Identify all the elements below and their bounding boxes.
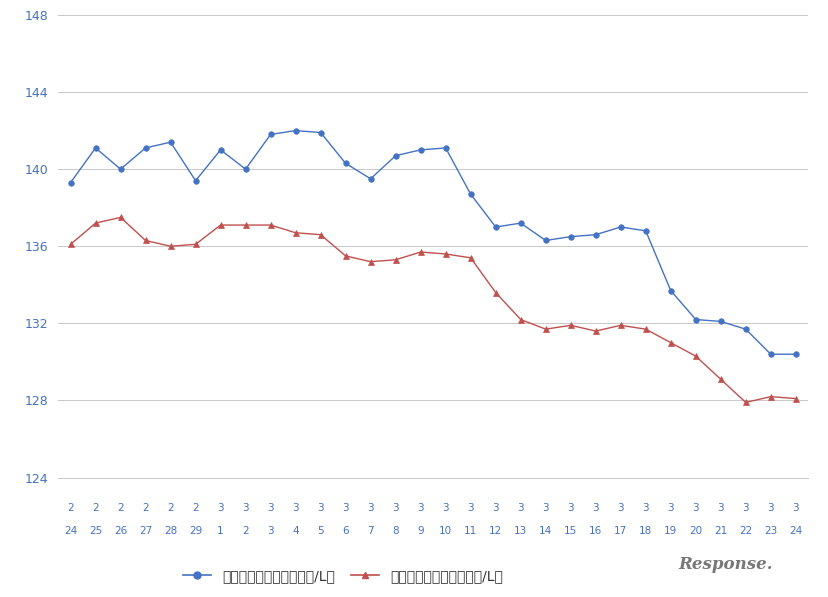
Text: 2: 2 <box>192 503 199 513</box>
Text: 20: 20 <box>688 526 701 536</box>
Text: 3: 3 <box>242 503 248 513</box>
Text: 3: 3 <box>691 503 698 513</box>
Text: 5: 5 <box>317 526 324 536</box>
Text: 24: 24 <box>788 526 802 536</box>
Text: 15: 15 <box>563 526 576 536</box>
Text: 2: 2 <box>67 503 74 513</box>
Text: 4: 4 <box>292 526 299 536</box>
Text: 3: 3 <box>592 503 599 513</box>
Text: 2: 2 <box>117 503 123 513</box>
Text: 3: 3 <box>542 503 548 513</box>
Text: 17: 17 <box>614 526 627 536</box>
Text: Response.: Response. <box>677 556 772 573</box>
Text: 3: 3 <box>392 503 398 513</box>
Text: 19: 19 <box>663 526 676 536</box>
Text: 2: 2 <box>142 503 149 513</box>
Text: 3: 3 <box>217 503 224 513</box>
Text: 3: 3 <box>467 503 474 513</box>
Text: 3: 3 <box>792 503 798 513</box>
Text: 3: 3 <box>292 503 299 513</box>
Text: 29: 29 <box>189 526 202 536</box>
Text: 14: 14 <box>538 526 551 536</box>
Text: 28: 28 <box>164 526 177 536</box>
Text: 11: 11 <box>464 526 477 536</box>
Text: 3: 3 <box>667 503 673 513</box>
Text: 21: 21 <box>713 526 726 536</box>
Text: 13: 13 <box>513 526 527 536</box>
Text: 3: 3 <box>442 503 449 513</box>
Text: 3: 3 <box>267 526 273 536</box>
Text: 23: 23 <box>763 526 777 536</box>
Text: 3: 3 <box>367 503 373 513</box>
Text: 25: 25 <box>89 526 102 536</box>
Text: 26: 26 <box>113 526 127 536</box>
Text: 2: 2 <box>242 526 248 536</box>
Text: 8: 8 <box>392 526 398 536</box>
Text: 27: 27 <box>139 526 152 536</box>
Text: 3: 3 <box>317 503 324 513</box>
Text: 3: 3 <box>716 503 723 513</box>
Text: 6: 6 <box>342 526 349 536</box>
Text: 2: 2 <box>92 503 99 513</box>
Legend: レギュラー看板価格（円/L）, レギュラー実売価格（円/L）: レギュラー看板価格（円/L）, レギュラー実売価格（円/L） <box>177 563 508 588</box>
Text: 12: 12 <box>489 526 502 536</box>
Text: 16: 16 <box>589 526 602 536</box>
Text: 3: 3 <box>742 503 749 513</box>
Text: 9: 9 <box>416 526 423 536</box>
Text: 3: 3 <box>517 503 523 513</box>
Text: 24: 24 <box>64 526 77 536</box>
Text: 3: 3 <box>767 503 773 513</box>
Text: 10: 10 <box>439 526 451 536</box>
Text: 2: 2 <box>167 503 174 513</box>
Text: 1: 1 <box>217 526 224 536</box>
Text: 3: 3 <box>492 503 498 513</box>
Text: 3: 3 <box>566 503 573 513</box>
Text: 7: 7 <box>367 526 373 536</box>
Text: 3: 3 <box>416 503 423 513</box>
Text: 3: 3 <box>617 503 623 513</box>
Text: 22: 22 <box>739 526 752 536</box>
Text: 3: 3 <box>267 503 273 513</box>
Text: 18: 18 <box>638 526 652 536</box>
Text: 3: 3 <box>642 503 648 513</box>
Text: 3: 3 <box>342 503 349 513</box>
